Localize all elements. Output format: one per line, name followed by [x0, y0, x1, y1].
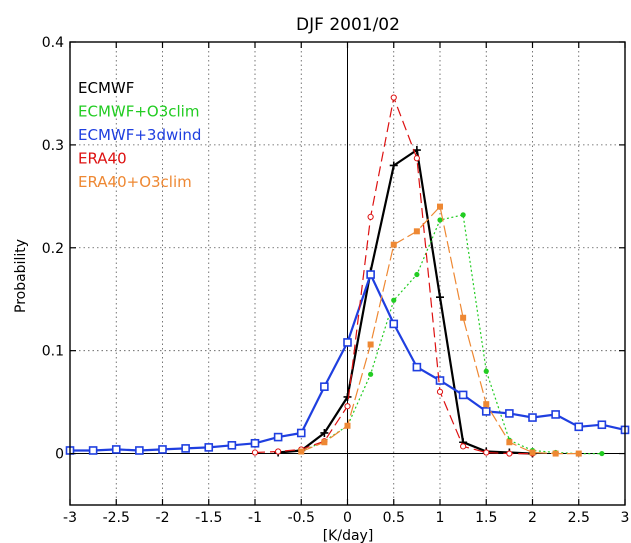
x-tick-label: 1: [436, 510, 445, 526]
data-point: [506, 450, 513, 457]
data-point: [88, 446, 98, 455]
data-point: [343, 338, 352, 347]
grid-lines: [70, 42, 625, 505]
data-point: [436, 293, 444, 302]
data-point: [390, 94, 397, 101]
y-tick-label: 0.3: [42, 138, 64, 154]
x-tick-label: 2.5: [568, 510, 590, 526]
data-point: [389, 319, 399, 329]
y-tick-label: 0.1: [42, 344, 64, 360]
data-point: [181, 444, 190, 453]
data-point: [368, 371, 374, 377]
legend-entry: ECMWF: [78, 79, 134, 97]
series-lines: [65, 94, 630, 458]
data-point: [111, 445, 121, 454]
data-point: [250, 438, 260, 448]
data-point: [204, 443, 214, 452]
data-point: [251, 449, 259, 456]
data-point: [273, 432, 283, 442]
legend-entry: ERA40+O3clim: [78, 173, 192, 191]
data-point: [366, 270, 375, 279]
data-point: [343, 392, 352, 401]
axes: -3 -2.5 -2 -1.5 -1 -0.5 0 0.5 1 1.5 2 2.5 3 0 0.1 0.2 0.…: [42, 35, 630, 526]
data-point: [437, 217, 443, 223]
legend: ECMWF ECMWF+O3clim ECMWF+3dwind ERA40 ERA40+…: [78, 79, 201, 191]
data-point: [413, 155, 420, 162]
data-point: [413, 228, 420, 235]
data-point: [344, 403, 351, 410]
data-point: [458, 390, 468, 400]
data-point: [275, 448, 282, 455]
data-point: [135, 446, 144, 455]
data-point: [460, 314, 467, 321]
data-point: [460, 443, 467, 450]
data-point: [320, 428, 329, 437]
x-tick-label: -2: [156, 510, 170, 526]
data-point: [551, 410, 560, 419]
data-point: [552, 450, 559, 457]
data-point: [158, 445, 167, 454]
x-tick-label: -2.5: [103, 510, 130, 526]
x-axis-label: [K/day]: [323, 528, 374, 543]
x-tick-label: 2: [528, 510, 537, 526]
data-point: [437, 203, 443, 210]
data-point: [367, 213, 374, 221]
data-point: [320, 382, 329, 391]
legend-entry: ECMWF+3dwind: [78, 126, 201, 144]
x-tick-label: -3: [63, 510, 77, 526]
data-point: [529, 449, 536, 456]
data-point: [412, 362, 422, 372]
data-point: [391, 297, 397, 303]
data-point: [436, 388, 444, 395]
data-point: [481, 407, 491, 416]
data-point: [575, 450, 582, 457]
data-point: [296, 428, 306, 438]
series-era40: [251, 94, 536, 457]
y-tick-label: 0.4: [42, 35, 64, 51]
x-tick-label: 0: [343, 510, 352, 526]
legend-entry: ERA40: [78, 150, 127, 168]
data-point: [367, 341, 374, 348]
data-point: [599, 450, 605, 457]
series-line: [278, 148, 533, 455]
data-point: [227, 441, 237, 450]
data-point: [574, 422, 584, 432]
x-tick-label: -1.5: [195, 510, 222, 526]
data-point: [597, 420, 607, 430]
data-point: [435, 376, 445, 385]
x-tick-label: 3: [621, 510, 630, 526]
chart-title: DJF 2001/02: [296, 15, 400, 35]
x-tick-label: -0.5: [288, 510, 315, 526]
data-point: [483, 449, 490, 456]
x-tick-label: 0.5: [383, 510, 405, 526]
y-axis-label: Probability: [13, 239, 29, 313]
legend-entry: ECMWF+O3clim: [78, 103, 199, 121]
data-point: [483, 368, 489, 374]
data-point: [506, 439, 513, 446]
data-point: [460, 212, 466, 218]
series-era40-o3clim: [298, 203, 582, 457]
data-point: [389, 161, 398, 170]
data-point: [528, 413, 537, 422]
series-line: [301, 214, 602, 455]
data-point: [505, 409, 514, 418]
data-point: [414, 271, 420, 278]
y-tick-label: 0: [55, 447, 64, 463]
y-tick-label: 0.2: [42, 241, 64, 257]
data-point: [321, 439, 328, 446]
data-point: [344, 422, 351, 429]
data-point: [390, 241, 397, 248]
x-tick-label: -1: [248, 510, 262, 526]
data-point: [298, 448, 305, 455]
series-ecmwf-3dwind: [65, 270, 630, 455]
x-tick-label: 1.5: [475, 510, 497, 526]
data-point: [483, 401, 490, 408]
